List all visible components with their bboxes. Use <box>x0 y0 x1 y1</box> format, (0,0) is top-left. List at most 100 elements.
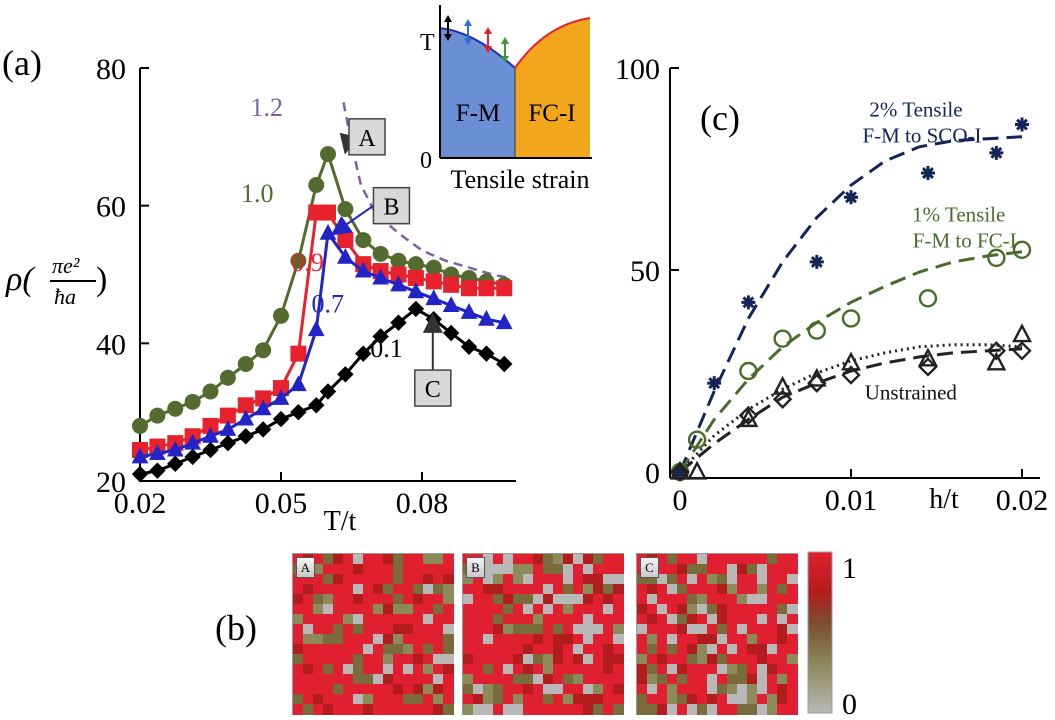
b-heatmap-cell <box>313 594 324 605</box>
inset-label-fm: F-M <box>456 100 500 127</box>
c-point-diamond <box>986 341 1007 361</box>
b-heatmap-cell <box>433 654 444 665</box>
b-heatmap-cell <box>293 584 304 595</box>
a-x-label: T/t <box>324 506 357 537</box>
b-heatmap-cell <box>403 554 414 565</box>
b-heatmap-cell <box>333 624 344 635</box>
b-heatmap-cell <box>583 664 594 675</box>
a-point-0.1 <box>308 397 325 414</box>
a-point-0.7 <box>425 289 443 306</box>
b-heatmap-cell <box>443 694 454 705</box>
b-heatmap-C: C <box>636 553 798 715</box>
b-heatmap-cell <box>767 614 778 625</box>
c-point-circle <box>1012 240 1032 260</box>
b-heatmap-cell <box>647 634 658 645</box>
a-point-0.7 <box>131 447 149 464</box>
b-heatmap-cell <box>543 594 554 605</box>
a-point-0.7 <box>354 261 372 278</box>
b-heatmap-cell <box>657 604 668 615</box>
b-heatmap-cell <box>593 554 604 565</box>
c-fit-curve-triangle <box>679 347 1023 474</box>
a-point-1.0 <box>273 307 289 324</box>
b-heatmap-cell <box>523 614 534 625</box>
b-heatmap-cell <box>333 604 344 615</box>
b-heatmap-cell <box>503 564 514 575</box>
b-heatmap-cell <box>757 624 768 635</box>
b-heatmap-cell <box>363 664 374 675</box>
b-heatmap-cell <box>383 654 394 665</box>
b-heatmap-cell <box>313 554 324 565</box>
b-heatmap-cell <box>637 674 648 685</box>
b-heatmap-cell <box>637 684 648 695</box>
b-heatmap-cell <box>333 634 344 645</box>
b-heatmap-cell <box>767 634 778 645</box>
c-point-star <box>920 166 935 181</box>
b-heatmap-cell <box>413 594 424 605</box>
b-heatmap-cell <box>513 584 524 595</box>
b-heatmap-cell <box>777 694 788 705</box>
b-heatmap-cell <box>523 554 534 565</box>
b-heatmap-cell <box>637 624 648 635</box>
b-heatmap-cell <box>583 634 594 645</box>
b-heatmap-cell <box>503 704 514 715</box>
b-heatmap-cell <box>483 604 494 615</box>
b-heatmap-cell <box>667 664 678 675</box>
b-heatmap-cell <box>543 564 554 575</box>
a-point-0.9 <box>443 276 460 293</box>
b-heatmap-cell <box>573 614 584 625</box>
b-heatmap-cell <box>343 664 354 675</box>
b-heatmap-cell <box>393 624 404 635</box>
b-heatmap-cell <box>483 594 494 605</box>
b-heatmap-cell <box>777 574 788 585</box>
inset-arrow-head-up <box>484 27 492 34</box>
b-heatmap-cell <box>323 634 334 645</box>
a-point-1.0 <box>425 259 442 276</box>
b-heatmap-cell <box>593 684 604 695</box>
b-heatmap-cell <box>323 694 334 705</box>
b-heatmap-cell <box>613 584 624 595</box>
b-heatmap-cell <box>637 584 648 595</box>
b-heatmap-cell <box>777 674 788 685</box>
b-heatmap-cell <box>343 594 354 605</box>
b-heatmap-cell <box>463 674 474 685</box>
b-heatmap-cell <box>423 564 434 575</box>
b-heatmap-cell <box>483 634 494 645</box>
b-heatmap-cell <box>423 674 434 685</box>
b-heatmap-cell <box>757 614 768 625</box>
a-point-1.0 <box>407 256 424 273</box>
b-heatmap-cell <box>777 684 788 695</box>
b-heatmap-cell <box>553 644 564 655</box>
b-heatmap-cell <box>413 634 424 645</box>
b-heatmap-cell <box>393 554 404 565</box>
b-heatmap-cell <box>423 654 434 665</box>
b-heatmap-cell <box>513 624 524 635</box>
b-heatmap-cell <box>443 554 454 565</box>
b-heatmap-cell <box>413 584 424 595</box>
a-point-0.9 <box>478 280 495 297</box>
b-heatmap-cell <box>757 564 768 575</box>
b-heatmap-cell <box>787 574 798 585</box>
b-heatmap-cell <box>373 554 384 565</box>
a-inset-phase-diagram: T 0 F-M FC-I Tensile strain <box>420 5 592 194</box>
b-heatmap-cell <box>523 664 534 675</box>
b-heatmap-cell <box>523 654 534 665</box>
b-heatmap-cell <box>563 684 574 695</box>
b-heatmap-cell <box>433 604 444 615</box>
b-heatmap-cell <box>433 684 444 695</box>
b-heatmap-cell <box>533 614 544 625</box>
c-fit-curve-diamond <box>678 343 1023 474</box>
b-heatmap-cell <box>697 574 708 585</box>
b-heatmap-cell <box>787 704 798 715</box>
c-point-triangle <box>772 375 793 395</box>
a-point-1.0 <box>237 355 254 372</box>
b-heatmap-cell <box>757 554 768 565</box>
b-heatmap-cell <box>613 594 624 605</box>
b-heatmap-cell <box>583 644 594 655</box>
b-heatmap-cell <box>677 614 688 625</box>
b-heatmap-cell <box>443 664 454 675</box>
b-heatmap-cell <box>443 704 454 715</box>
b-heatmap-cell <box>353 664 364 675</box>
b-heatmap-cell <box>323 684 334 695</box>
a-point-0.7 <box>495 313 513 330</box>
